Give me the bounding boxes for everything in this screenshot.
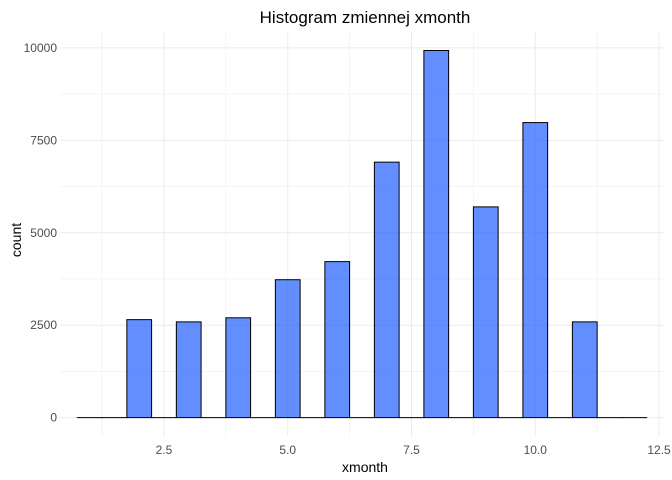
histogram-bar (274, 279, 301, 419)
x-tick-label: 10.0 (524, 443, 548, 457)
y-tick-label: 7500 (30, 133, 57, 147)
y-tick-label: 2500 (30, 318, 57, 332)
axis-layer: 2.5 5.0 7.5 10.0 12.5 0 2500 5000 7500 10000 (24, 41, 671, 457)
x-tick-label: 5.0 (279, 443, 296, 457)
histogram-bar (175, 321, 202, 419)
histogram-bar (571, 321, 598, 419)
histogram-bar (472, 206, 499, 419)
histogram-bar (324, 261, 351, 419)
x-axis-title: xmonth (342, 459, 388, 475)
x-tick-label: 2.5 (156, 443, 173, 457)
histogram-bar (522, 122, 549, 419)
chart-title: Histogram zmiennej xmonth (260, 8, 471, 27)
x-tick-label: 12.5 (647, 443, 671, 457)
y-axis-title: count (8, 223, 24, 257)
histogram-bar (373, 161, 400, 419)
histogram-bar (423, 49, 450, 419)
histogram-bar (126, 319, 153, 419)
histogram-bar (225, 317, 252, 419)
bars-layer (76, 49, 648, 419)
y-tick-label: 10000 (24, 41, 58, 55)
x-tick-label: 7.5 (403, 443, 420, 457)
y-tick-label: 0 (50, 411, 57, 425)
y-tick-label: 5000 (30, 226, 57, 240)
